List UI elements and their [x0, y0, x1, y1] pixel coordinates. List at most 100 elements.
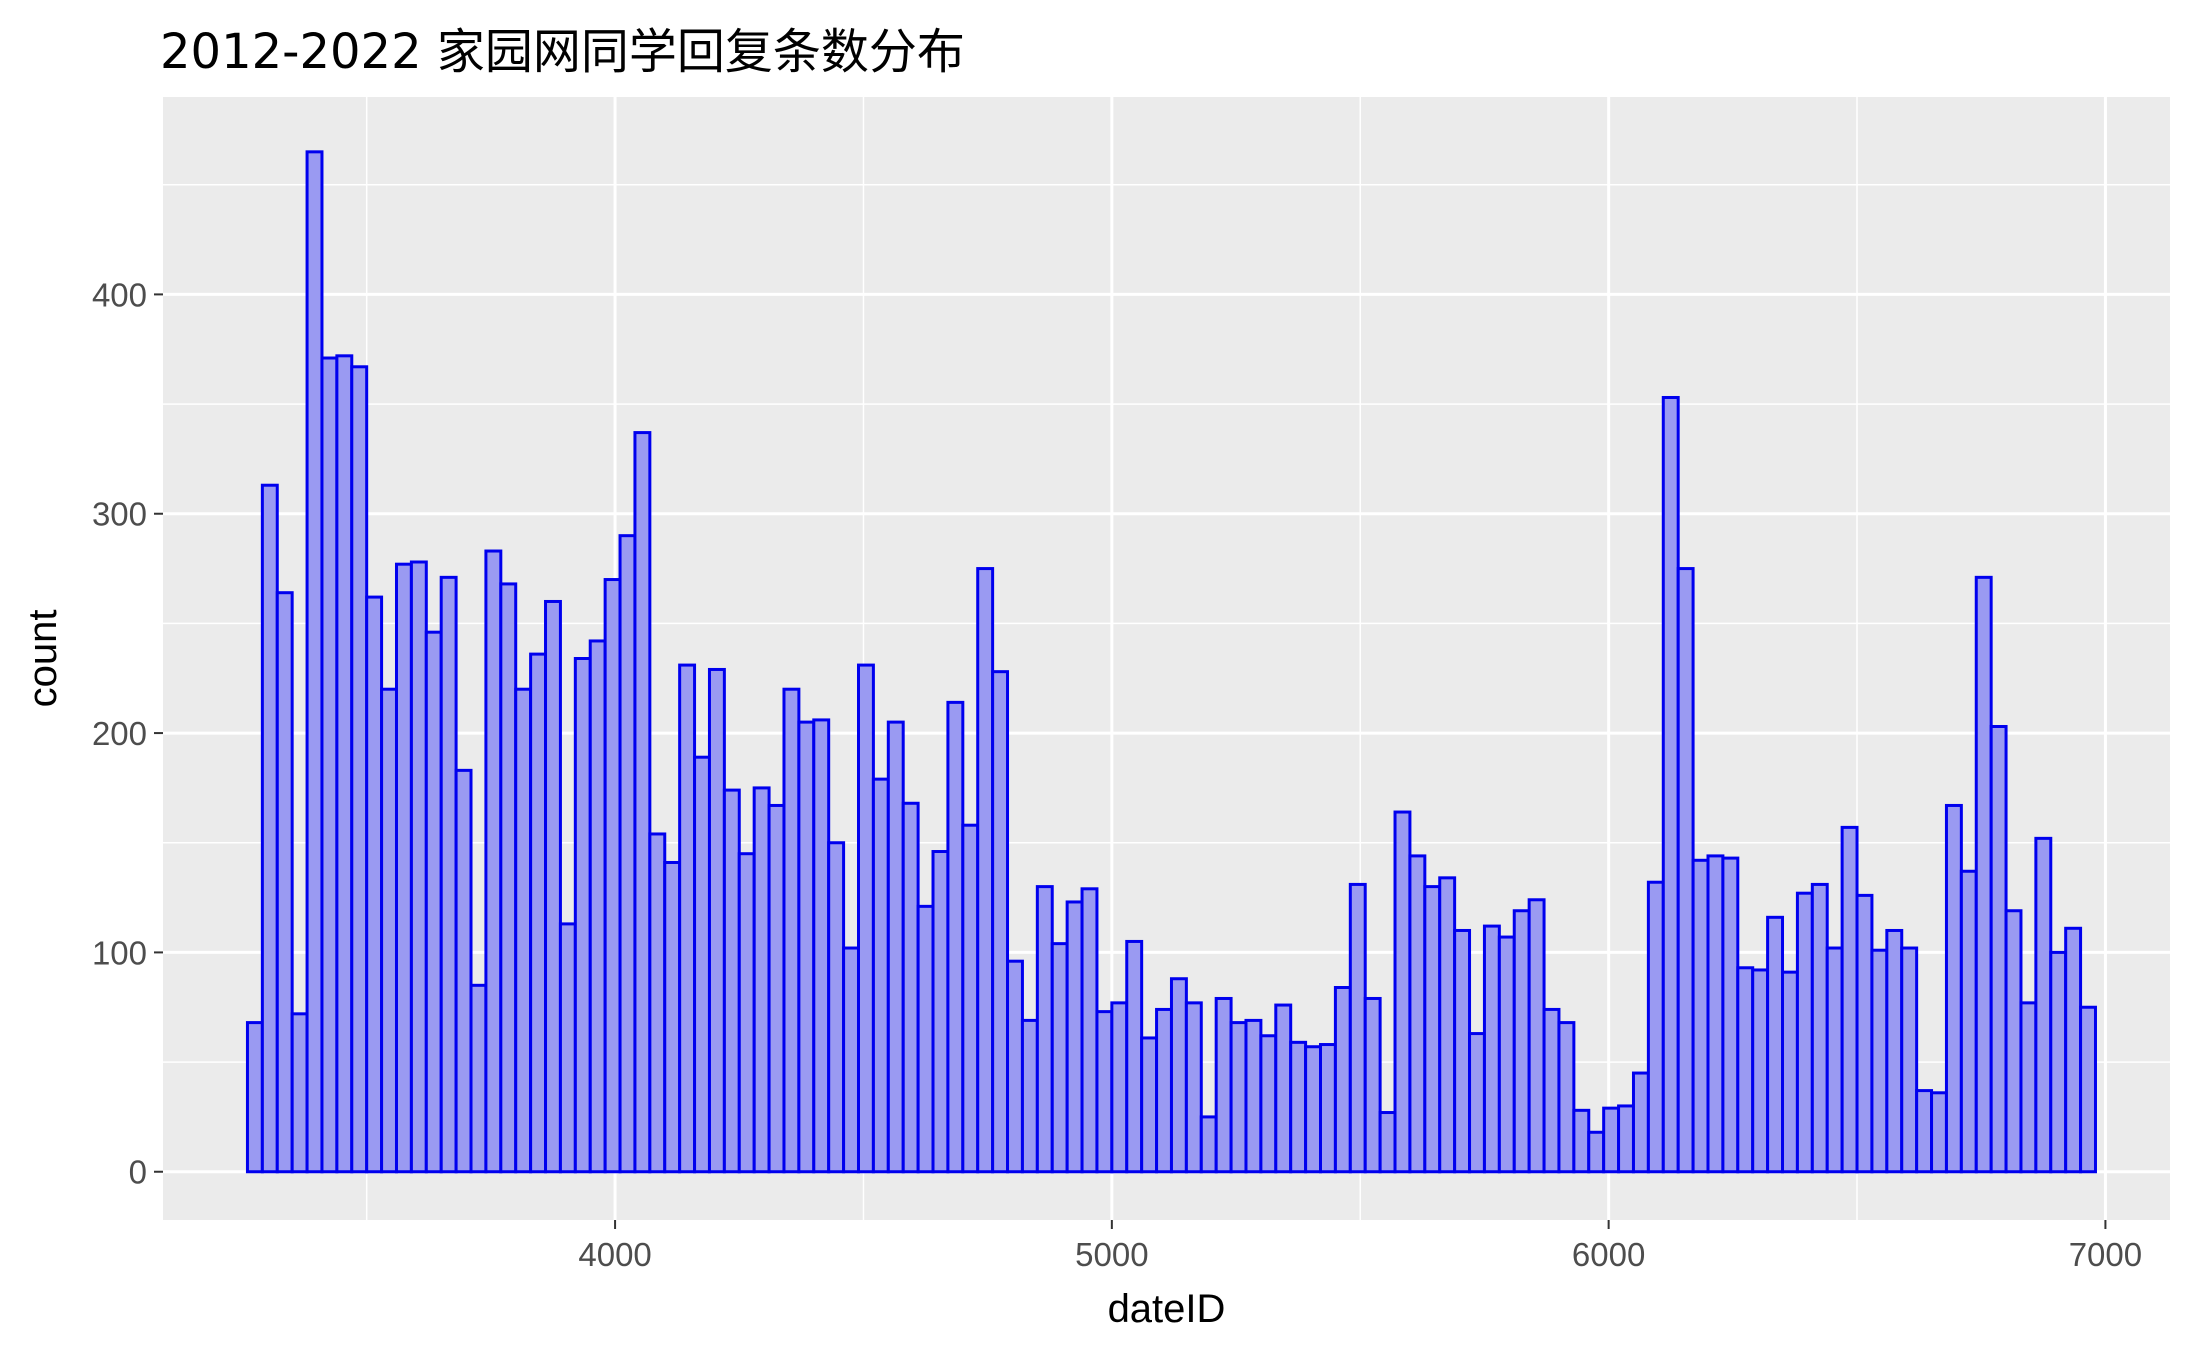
histogram-bar	[439, 575, 458, 1174]
histogram-bar	[1751, 968, 1770, 1174]
histogram-bar	[946, 700, 965, 1174]
histogram-bar	[1855, 893, 1874, 1174]
histogram-bar	[1065, 900, 1084, 1174]
histogram-bar	[1482, 924, 1501, 1174]
histogram-bar	[1810, 882, 1829, 1174]
histogram-bar	[454, 768, 473, 1174]
histogram-bar	[290, 1012, 309, 1174]
histogram-bar	[1259, 1034, 1278, 1174]
histogram-bar	[1974, 575, 1993, 1174]
histogram-bar	[1289, 1040, 1308, 1174]
histogram-bar	[469, 983, 488, 1174]
histogram-bar	[1691, 858, 1710, 1174]
y-tick-label: 200	[92, 715, 147, 752]
histogram-bar	[1333, 986, 1352, 1174]
y-tick-label: 100	[92, 934, 147, 971]
histogram-bar	[365, 595, 384, 1174]
histogram-bar	[409, 560, 428, 1174]
histogram-bar	[1736, 966, 1755, 1174]
histogram-bar	[1721, 856, 1740, 1174]
histogram-bar	[484, 549, 503, 1174]
histogram-bar	[1706, 854, 1725, 1174]
histogram-bar	[1140, 1036, 1159, 1174]
histogram-bar	[1870, 948, 1889, 1174]
histogram-bar	[320, 356, 339, 1174]
histogram-bar	[1959, 869, 1978, 1174]
histogram-bar	[678, 663, 697, 1174]
histogram-bar	[603, 578, 622, 1174]
histogram-bar	[1766, 915, 1785, 1174]
histogram-bar	[573, 657, 592, 1174]
histogram-bar	[1527, 898, 1546, 1174]
histogram-bar	[1646, 880, 1665, 1174]
x-tick-label: 5000	[1075, 1236, 1148, 1273]
x-axis-title: dateID	[1108, 1287, 1226, 1331]
histogram-bar	[1542, 1007, 1561, 1174]
histogram-bar	[1050, 942, 1069, 1174]
histogram-bar	[693, 755, 711, 1174]
histogram-bar	[1512, 909, 1531, 1174]
histogram-bar	[663, 860, 682, 1174]
histogram-bar	[991, 670, 1010, 1174]
histogram-bar	[1080, 887, 1099, 1174]
histogram-bar	[767, 803, 786, 1174]
histogram-bar	[2034, 836, 2053, 1174]
histogram-bar	[2064, 926, 2083, 1174]
histogram-bar	[931, 850, 950, 1174]
histogram-bar	[1393, 810, 1412, 1174]
histogram-bar	[2019, 1001, 2038, 1174]
x-tick-label: 4000	[578, 1236, 651, 1273]
histogram-bar	[782, 687, 801, 1174]
y-tick-label: 300	[92, 496, 147, 533]
histogram-bar	[1229, 1021, 1248, 1174]
histogram-bar	[618, 534, 637, 1174]
chart-title: 2012-2022 家园网同学回复条数分布	[160, 24, 965, 80]
histogram-bar	[1661, 395, 1680, 1174]
histogram-bar	[737, 852, 756, 1174]
histogram-bar	[1825, 946, 1844, 1174]
histogram-bar	[1587, 1130, 1606, 1174]
histogram-bar	[1795, 891, 1814, 1174]
histogram-bar	[1423, 885, 1442, 1174]
histogram-bar	[1363, 996, 1382, 1174]
histogram-bar	[1930, 1091, 1948, 1174]
y-tick-label: 400	[92, 276, 147, 313]
histogram-bar	[1304, 1045, 1323, 1174]
histogram-bar	[1497, 935, 1516, 1174]
histogram-bar	[871, 777, 890, 1174]
histogram-bar	[1438, 876, 1457, 1174]
histogram-bar	[827, 841, 846, 1174]
histogram-bar	[499, 582, 518, 1174]
histogram-bar	[797, 720, 816, 1174]
histogram-bar	[648, 832, 667, 1174]
histogram-bar	[1274, 1003, 1293, 1174]
histogram-bar	[514, 687, 533, 1174]
histogram-bar	[1915, 1089, 1934, 1174]
x-axis: 4000 5000 6000 7000	[578, 1220, 2142, 1273]
histogram-bar	[1244, 1018, 1263, 1174]
histogram-bar	[856, 663, 875, 1174]
histogram-bar	[1035, 885, 1054, 1174]
histogram-bar	[350, 365, 369, 1174]
histogram-bar	[1155, 1007, 1173, 1174]
histogram-bar	[1184, 1001, 1203, 1174]
histogram-bar	[1095, 1010, 1114, 1174]
x-tick-label: 6000	[1572, 1236, 1645, 1273]
histogram-bar	[1900, 946, 1919, 1174]
histogram-bar	[976, 567, 995, 1174]
histogram-bar	[916, 904, 935, 1174]
histogram-bar	[394, 562, 413, 1174]
histogram-bars	[245, 150, 2097, 1174]
histogram-bar	[812, 718, 831, 1174]
histogram-bar	[380, 687, 398, 1174]
histogram-bar	[2049, 950, 2068, 1174]
histogram-bar	[424, 630, 443, 1174]
histogram-bar	[1125, 939, 1144, 1174]
histogram-bar	[260, 483, 279, 1174]
y-axis-title: count	[21, 610, 65, 708]
histogram-bar	[842, 946, 860, 1174]
y-tick-label: 0	[129, 1154, 147, 1191]
histogram-bar	[275, 591, 294, 1174]
histogram-bar	[901, 801, 920, 1174]
